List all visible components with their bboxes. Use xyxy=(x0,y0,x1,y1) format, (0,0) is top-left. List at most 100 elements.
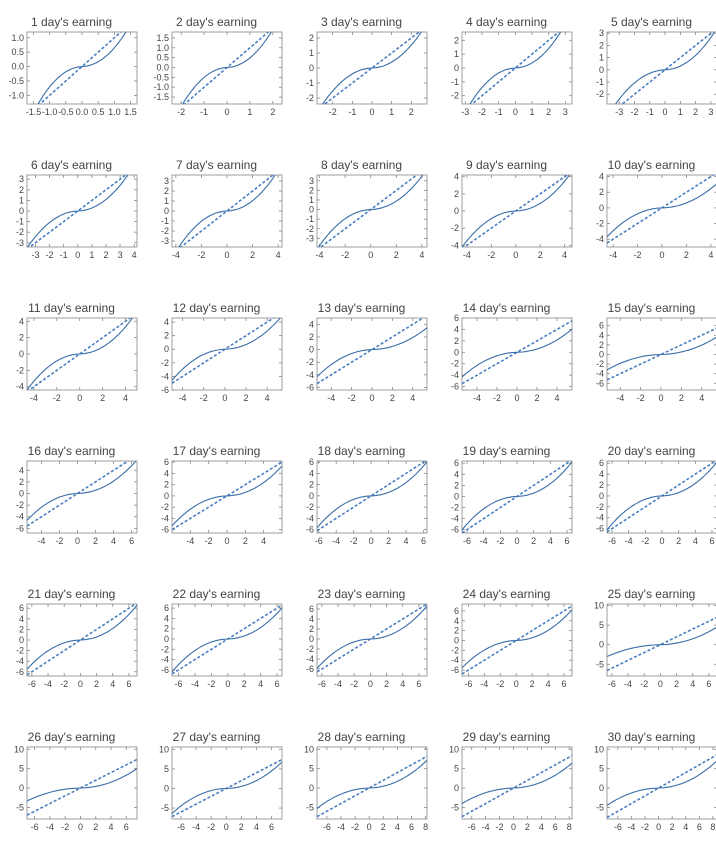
x-tick-label: -4 xyxy=(172,250,180,260)
sample-quantile-curve xyxy=(306,755,433,819)
y-tick-label: -2 xyxy=(451,223,459,233)
sample-quantile-curve xyxy=(462,175,569,247)
y-tick-label: -4 xyxy=(451,514,459,524)
sample-quantile-curve xyxy=(450,318,584,389)
x-tick-label: 4 xyxy=(683,822,688,832)
x-tick-label: 4 xyxy=(554,393,559,403)
plot-frame xyxy=(607,175,716,247)
x-tick-label: 6 xyxy=(709,536,714,546)
y-tick-label: 2 xyxy=(599,187,604,197)
x-tick-label: -4 xyxy=(44,679,52,689)
y-tick-label: 1 xyxy=(164,196,169,206)
x-tick-label: 4 xyxy=(708,250,713,260)
y-tick-label: -1.5 xyxy=(153,92,169,102)
x-tick-label: -4 xyxy=(337,822,345,832)
x-tick-label: -3 xyxy=(31,250,39,260)
plot-frame xyxy=(317,318,427,390)
y-tick-label: 0 xyxy=(19,206,24,216)
x-tick-label: -4 xyxy=(327,393,335,403)
x-tick-label: 2 xyxy=(386,536,391,546)
y-tick-label: -5 xyxy=(161,803,169,813)
x-tick-label: -2 xyxy=(350,536,358,546)
y-tick-label: -1.0 xyxy=(8,90,24,100)
x-tick-label: -1 xyxy=(495,107,503,117)
y-tick-label: -1 xyxy=(306,78,314,88)
y-tick-label: -2 xyxy=(451,645,459,655)
x-tick-label: 4 xyxy=(109,822,114,832)
y-tick-label: 0 xyxy=(454,635,459,645)
y-tick-label: -4 xyxy=(306,513,314,523)
x-tick-label: -4 xyxy=(316,250,324,260)
x-tick-label: 2 xyxy=(394,250,399,260)
x-tick-label: 1 xyxy=(529,107,534,117)
x-tick-label: 0 xyxy=(78,679,83,689)
y-tick-label: -4 xyxy=(451,655,459,665)
y-tick-label: 5 xyxy=(309,764,314,774)
x-tick-label: -2 xyxy=(496,536,504,546)
y-tick-label: 0 xyxy=(309,783,314,793)
y-tick-label: -6 xyxy=(306,382,314,392)
y-tick-label: 4 xyxy=(599,469,604,479)
y-tick-label: -0.5 xyxy=(8,76,24,86)
plot-frame xyxy=(317,175,427,247)
y-tick-label: -4 xyxy=(161,513,169,523)
y-tick-label: -3 xyxy=(161,236,169,246)
x-tick-label: 4 xyxy=(690,679,695,689)
x-tick-label: 2 xyxy=(409,107,414,117)
x-tick-label: -2 xyxy=(641,536,649,546)
x-tick-label: -6 xyxy=(614,822,622,832)
y-tick-label: 4 xyxy=(309,319,314,329)
y-tick-label: -2 xyxy=(451,91,459,101)
y-tick-label: 6 xyxy=(599,458,604,468)
x-tick-label: 0 xyxy=(368,250,373,260)
plot-frame xyxy=(462,747,572,819)
x-tick-label: 0 xyxy=(222,393,227,403)
y-tick-label: 10 xyxy=(304,744,314,754)
y-tick-label: -6 xyxy=(451,665,459,675)
y-tick-label: -1 xyxy=(451,77,459,87)
y-tick-label: -5 xyxy=(451,802,459,812)
y-tick-label: -4 xyxy=(16,512,24,522)
plot-frame xyxy=(172,461,282,533)
sample-quantile-curve xyxy=(598,175,716,247)
y-tick-label: -2 xyxy=(306,502,314,512)
sample-quantile-curve xyxy=(591,751,716,818)
y-tick-label: 0 xyxy=(19,635,24,645)
y-tick-label: -6 xyxy=(451,382,459,392)
y-tick-label: 0 xyxy=(164,206,169,216)
y-tick-label: -2 xyxy=(16,227,24,237)
y-tick-label: -5 xyxy=(596,802,604,812)
x-tick-label: -1 xyxy=(60,250,68,260)
plot-frame xyxy=(317,604,427,676)
x-tick-label: 6 xyxy=(275,679,280,689)
y-tick-label: 1 xyxy=(19,195,24,205)
x-tick-label: -2 xyxy=(341,250,349,260)
x-tick-label: 6 xyxy=(706,679,711,689)
y-tick-label: -6 xyxy=(451,525,459,535)
x-tick-label: 0 xyxy=(514,679,519,689)
y-tick-label: -2 xyxy=(596,219,604,229)
x-tick-label: -2 xyxy=(197,250,205,260)
x-tick-label: -2 xyxy=(205,536,213,546)
x-tick-label: 2 xyxy=(250,250,255,260)
x-tick-label: 1 xyxy=(389,107,394,117)
plot-frame xyxy=(462,318,572,390)
plot-frame xyxy=(317,461,427,533)
x-tick-label: 2 xyxy=(531,536,536,546)
y-tick-label: -4 xyxy=(451,240,459,250)
